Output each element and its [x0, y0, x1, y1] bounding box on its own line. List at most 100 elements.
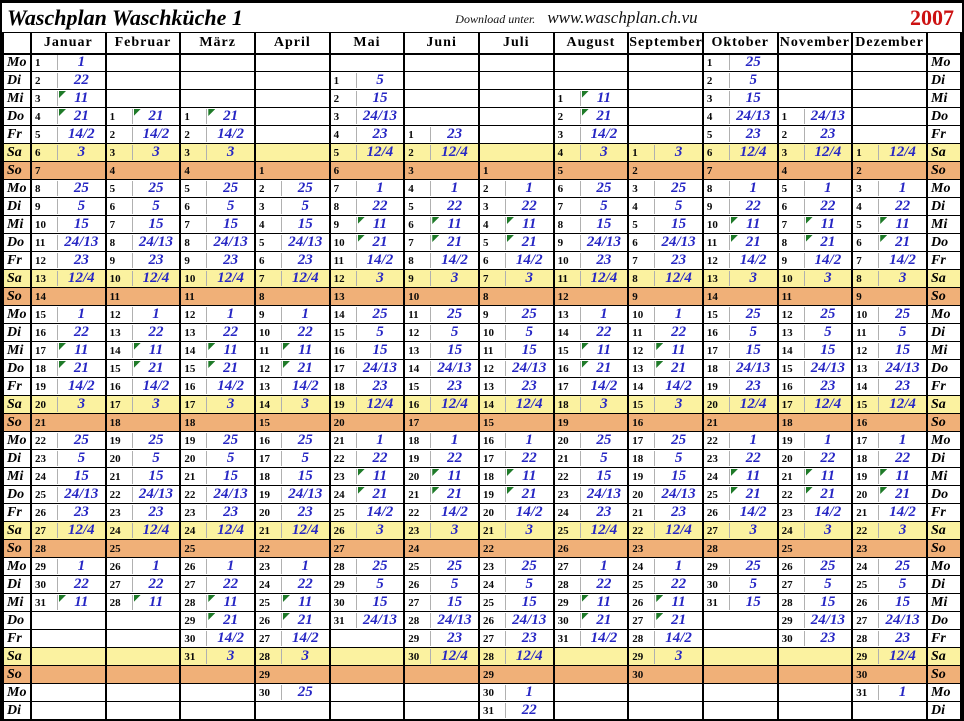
cell-empty [253, 125, 331, 144]
day-number: 13 [109, 326, 121, 339]
day-number: 29 [333, 578, 345, 591]
day-number: 14 [408, 362, 420, 375]
cell-september-26: 26 11 [627, 593, 704, 612]
cell-februar-21: 21 15 [104, 467, 182, 486]
cell-september-19: 19 15 [627, 467, 704, 486]
apartment-number: 1 [728, 181, 776, 196]
green-corner-icon [357, 235, 365, 242]
apartment-number: 24/13 [803, 613, 851, 628]
apartment-number: 14/2 [206, 631, 253, 646]
apartment-number: 21 [430, 235, 477, 250]
cell-dezember-16: 16 [851, 413, 928, 432]
cell-april-25: 25 11 [253, 593, 331, 612]
day-number: 6 [333, 164, 340, 177]
cell-empty [328, 629, 406, 648]
day-number: 12 [781, 308, 793, 321]
cell-januar-26: 26 23 [30, 503, 107, 522]
cell-april-15: 15 [253, 413, 331, 432]
cell-april-16: 16 25 [253, 431, 331, 450]
day-number: 19 [781, 434, 793, 447]
day-number: 17 [109, 398, 121, 411]
cell-juni-26: 26 5 [403, 575, 480, 594]
cell-august-29: 29 11 [552, 593, 630, 612]
apartment-number: 5 [430, 577, 477, 592]
cell-empty [328, 647, 406, 666]
apartment-number: 1 [57, 55, 104, 71]
day-number: 12 [333, 272, 345, 285]
weekday-label-right: Do [926, 107, 962, 126]
apartment-number: 12/4 [280, 271, 328, 286]
apartment-number: 5 [131, 451, 179, 466]
apartment-number: 3 [206, 397, 253, 412]
apartment-number: 12/4 [878, 397, 925, 412]
cell-dezember-17: 17 1 [851, 431, 928, 450]
cell-februar-18: 18 [104, 413, 182, 432]
cell-dezember-23: 23 [851, 539, 928, 558]
day-number: 16 [109, 380, 121, 393]
cell-empty [179, 665, 256, 684]
cell-märz-22: 22 24/13 [179, 485, 256, 504]
cell-juli-3: 3 22 [477, 197, 555, 216]
day-number: 6 [184, 200, 190, 213]
weekday-label-left: Mo [2, 431, 32, 450]
cell-märz-18: 18 [179, 413, 256, 432]
cell-empty [403, 71, 480, 90]
day-number: 21 [35, 416, 46, 429]
cell-juli-6: 6 14/2 [477, 251, 555, 270]
day-number: 21 [632, 506, 644, 519]
cell-empty [104, 611, 182, 630]
month-header-juli: Juli [477, 32, 555, 55]
cell-september-29: 29 3 [627, 647, 704, 666]
weekday-label-left: Di [2, 71, 32, 90]
calendar-row: Di 16 22 13 22 13 22 10 22 15 5 12 5 10 5 14 22 11 22 16 5 13… [2, 323, 962, 342]
day-number: 18 [109, 416, 121, 429]
apartment-number: 24/13 [430, 361, 477, 376]
apartment-number: 14/2 [504, 253, 552, 268]
weekday-label-left: Do [2, 359, 32, 378]
day-number: 16 [408, 398, 420, 411]
weekday-label-left: Mi [2, 215, 32, 234]
day-number: 24 [35, 470, 46, 483]
day-number: 12 [408, 326, 420, 339]
apartment-number: 25 [57, 433, 104, 448]
apartment-number: 3 [206, 649, 253, 664]
cell-dezember-27: 27 24/13 [851, 611, 928, 630]
green-corner-icon [506, 217, 514, 224]
day-number: 6 [258, 254, 265, 267]
weekday-label-right: Do [926, 359, 962, 378]
apartment-number: 1 [654, 559, 701, 574]
apartment-number: 24/13 [206, 235, 253, 250]
cell-september-21: 21 23 [627, 503, 704, 522]
cell-juni-24: 24 [403, 539, 480, 558]
weekday-label-right: Di [926, 71, 962, 90]
cell-september-7: 7 23 [627, 251, 704, 270]
green-corner-icon [581, 613, 589, 620]
apartment-number: 25 [803, 307, 851, 322]
apartment-number: 23 [728, 379, 776, 394]
month-header-oktober: Oktober [701, 32, 779, 55]
cell-mai-11: 11 14/2 [328, 251, 406, 270]
apartment-number: 14/2 [280, 631, 328, 646]
day-number: 25 [333, 506, 345, 519]
weekday-label-right: Fr [926, 251, 962, 270]
day-number: 3 [632, 182, 638, 195]
apartment-number: 14/2 [131, 379, 179, 394]
calendar-row: Fr 12 23 9 23 9 23 6 23 11 14/2 8 14/2 6 14/2 10 23 7 23 12… [2, 251, 962, 270]
day-number: 19 [333, 398, 345, 411]
apartment-number: 25 [355, 559, 403, 574]
cell-mai-2: 2 15 [328, 89, 406, 108]
day-number: 1 [184, 110, 190, 123]
day-number: 5 [258, 236, 265, 249]
apartment-number: 15 [206, 469, 253, 484]
day-number: 25 [184, 542, 196, 555]
cell-juli-12: 12 24/13 [477, 359, 555, 378]
apartment-number: 5 [878, 325, 925, 340]
day-number: 2 [632, 164, 638, 177]
day-number: 6 [632, 236, 638, 249]
cell-juli-28: 28 12/4 [477, 647, 555, 666]
cell-november-15: 15 24/13 [776, 359, 854, 378]
apartment-number: 25 [430, 307, 477, 322]
